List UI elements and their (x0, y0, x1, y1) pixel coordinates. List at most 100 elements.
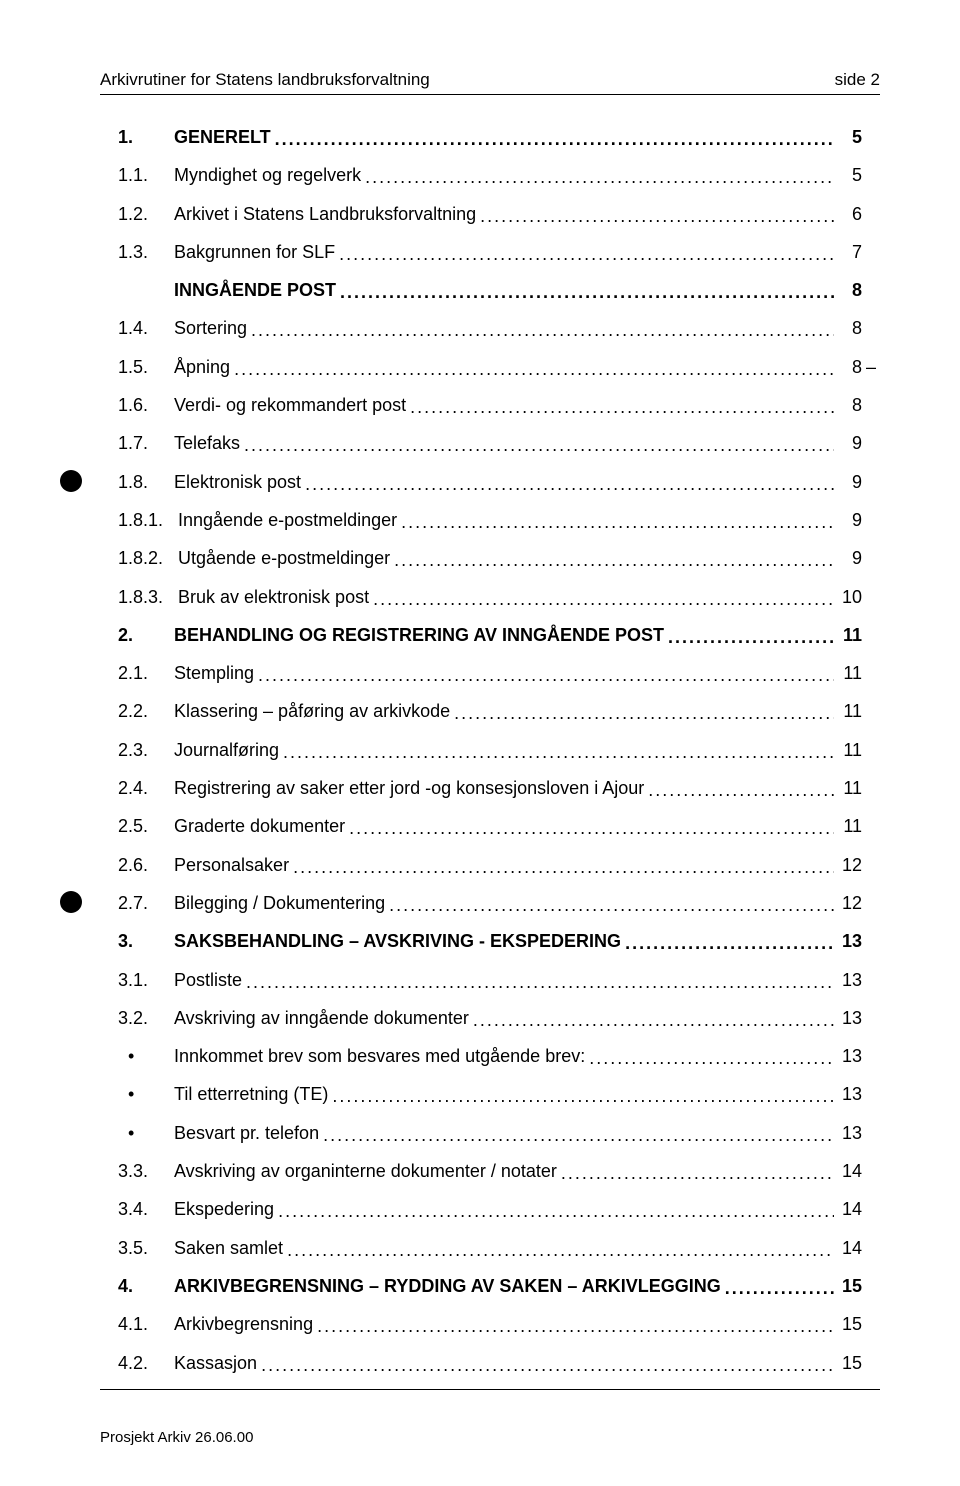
header-title: Arkivrutiner for Statens landbruksforval… (100, 70, 430, 90)
toc-leader-dots: ........................................… (261, 1353, 834, 1377)
toc-title: INNGÅENDE POST (174, 278, 340, 302)
toc-entry: 2.2.Klassering – påføring av arkivkode..… (118, 699, 862, 723)
toc-entry: 2.3.Journalføring.......................… (118, 738, 862, 762)
toc-entry: 2.1.Stempling...........................… (118, 661, 862, 685)
toc-page-number: 11 (834, 623, 862, 647)
toc-number: 1.7. (118, 431, 174, 455)
toc-entry: 1.GENERELT..............................… (118, 125, 862, 149)
toc-title: SAKSBEHANDLING – AVSKRIVING - EKSPEDERIN… (174, 929, 625, 953)
toc-page-number: 15 (834, 1351, 862, 1375)
toc-number: 4.1. (118, 1312, 174, 1336)
toc-title: Bakgrunnen for SLF (174, 240, 339, 264)
toc-number: 3.5. (118, 1236, 174, 1260)
toc-entry: 2.4.Registrering av saker etter jord -og… (118, 776, 862, 800)
toc-entry: 4.2.Kassasjon...........................… (118, 1351, 862, 1375)
toc-entry: 1.8.Elektronisk post....................… (118, 470, 862, 494)
toc-number: 1.8. (118, 470, 174, 494)
toc-leader-dots: ........................................… (258, 663, 834, 687)
toc-page-number: 8 (834, 278, 862, 302)
toc-title: Postliste (174, 968, 246, 992)
toc-entry: 1.6.Verdi- og rekommandert post.........… (118, 393, 862, 417)
toc-entry: •Innkommet brev som besvares med utgåend… (118, 1044, 862, 1068)
toc-entry: •Til etterretning (TE)..................… (118, 1082, 862, 1106)
toc-title: Klassering – påføring av arkivkode (174, 699, 454, 723)
toc-page-number: 8 (834, 393, 862, 417)
toc-title: Avskriving av organinterne dokumenter / … (174, 1159, 561, 1183)
toc-entry: 1.8.2.Utgående e-postmeldinger..........… (118, 546, 862, 570)
toc-page-number: 5 (834, 163, 862, 187)
toc-page-number: 14 (834, 1197, 862, 1221)
toc-leader-dots: ........................................… (251, 318, 834, 342)
toc-title: BEHANDLING OG REGISTRERING AV INNGÅENDE … (174, 623, 668, 647)
toc-number: 4.2. (118, 1351, 174, 1375)
toc-page-number: 9 (834, 508, 862, 532)
toc-leader-dots: ........................................… (589, 1046, 834, 1070)
toc-number: 3. (118, 929, 174, 953)
toc-title: Utgående e-postmeldinger (178, 546, 394, 570)
toc-leader-dots: ........................................… (339, 242, 834, 266)
toc-page-number: 13 (834, 1044, 862, 1068)
toc-leader-dots: ........................................… (625, 931, 834, 955)
toc-title: Ekspedering (174, 1197, 278, 1221)
toc-number: 1.2. (118, 202, 174, 226)
toc-leader-dots: ........................................… (323, 1123, 834, 1147)
toc-page-number: 14 (834, 1236, 862, 1260)
toc-title: Saken samlet (174, 1236, 287, 1260)
toc-entry: 4.1.Arkivbegrensning....................… (118, 1312, 862, 1336)
toc-entry: INNGÅENDE POST..........................… (118, 278, 862, 302)
toc-page-number: 11 (834, 814, 862, 838)
toc-number: 1.8.3. (118, 585, 178, 609)
toc-title: Myndighet og regelverk (174, 163, 365, 187)
toc-page-number: 13 (834, 1006, 862, 1030)
toc-entry: 1.7.Telefaks............................… (118, 431, 862, 455)
toc-title: Innkommet brev som besvares med utgående… (174, 1044, 589, 1068)
toc-title: Elektronisk post (174, 470, 305, 494)
toc-number: 1.3. (118, 240, 174, 264)
toc-page-number: 11 (834, 776, 862, 800)
toc-page-number: 8 (834, 316, 862, 340)
toc-page-number: 8 (834, 355, 862, 379)
toc-title: Arkivet i Statens Landbruksforvaltning (174, 202, 480, 226)
toc-leader-dots: ........................................… (244, 433, 834, 457)
toc-number: 1.8.1. (118, 508, 178, 532)
toc-leader-dots: ........................................… (305, 472, 834, 496)
toc-page-number: 9 (834, 431, 862, 455)
punch-hole-icon (60, 891, 82, 913)
toc-page-number: 15 (834, 1312, 862, 1336)
toc-entry: 3.3.Avskriving av organinterne dokumente… (118, 1159, 862, 1183)
toc-title: Kassasjon (174, 1351, 261, 1375)
toc-number: 3.1. (118, 968, 174, 992)
toc-leader-dots: ........................................… (480, 204, 834, 228)
toc-number: 1.5. (118, 355, 174, 379)
toc-page-number: 14 (834, 1159, 862, 1183)
toc-entry: 1.2.Arkivet i Statens Landbruksforvaltni… (118, 202, 862, 226)
bullet-icon: • (128, 1044, 174, 1068)
toc-title: Registrering av saker etter jord -og kon… (174, 776, 648, 800)
toc-entry: 3.2.Avskriving av inngående dokumenter..… (118, 1006, 862, 1030)
toc-number: 2.3. (118, 738, 174, 762)
toc-page-number: 11 (834, 661, 862, 685)
toc-page-number: 13 (834, 968, 862, 992)
toc-number: 1.6. (118, 393, 174, 417)
toc-leader-dots: ........................................… (725, 1276, 834, 1300)
toc-number: 2.5. (118, 814, 174, 838)
toc-title: Graderte dokumenter (174, 814, 349, 838)
table-of-contents: 1.GENERELT..............................… (100, 125, 880, 1375)
toc-leader-dots: ........................................… (389, 893, 834, 917)
toc-leader-dots: ........................................… (317, 1314, 834, 1338)
toc-leader-dots: ........................................… (287, 1238, 834, 1262)
toc-number: 2.4. (118, 776, 174, 800)
footer-text: Prosjekt Arkiv 26.06.00 (100, 1426, 880, 1446)
toc-number: 3.3. (118, 1159, 174, 1183)
page-header: Arkivrutiner for Statens landbruksforval… (100, 70, 880, 90)
bullet-icon: • (128, 1121, 174, 1145)
toc-entry: 2.7.Bilegging / Dokumentering...........… (118, 891, 862, 915)
toc-page-number: 9 (834, 470, 862, 494)
toc-page-number: 6 (834, 202, 862, 226)
footer-rule (100, 1389, 880, 1390)
toc-entry: 1.8.1.Inngående e-postmeldinger.........… (118, 508, 862, 532)
toc-number: 1. (118, 125, 174, 149)
toc-title: Personalsaker (174, 853, 293, 877)
toc-entry: 4.ARKIVBEGRENSNING – RYDDING AV SAKEN – … (118, 1274, 862, 1298)
toc-entry: 1.1.Myndighet og regelverk..............… (118, 163, 862, 187)
